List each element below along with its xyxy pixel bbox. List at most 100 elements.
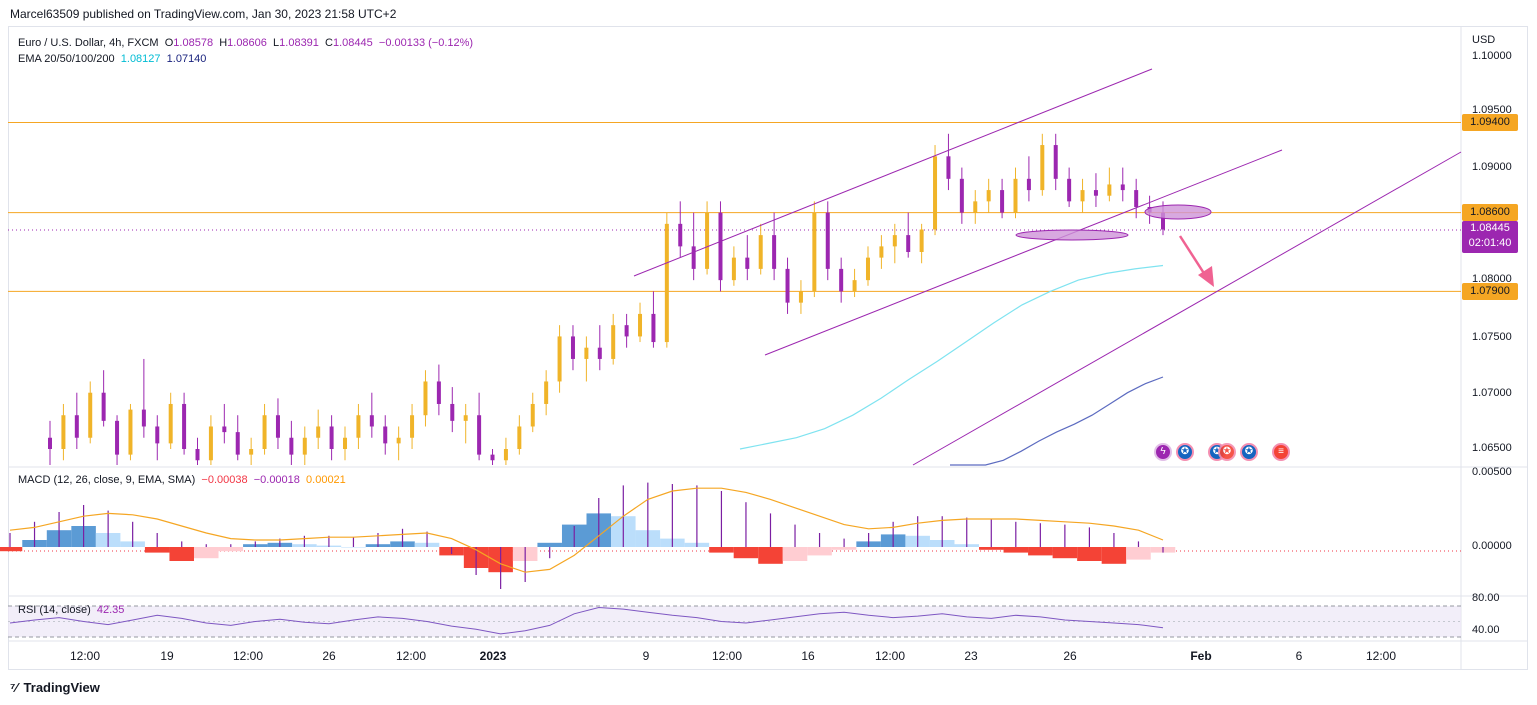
candle-body xyxy=(275,415,280,438)
candle-body xyxy=(906,235,911,252)
candle-body xyxy=(933,156,938,230)
candle-body xyxy=(436,381,441,404)
candle-body xyxy=(758,235,763,269)
rsi-tick: 40.00 xyxy=(1472,624,1500,636)
macd-histogram-bar xyxy=(193,547,219,559)
currency-label: USD xyxy=(1472,34,1496,46)
rsi-legend: RSI (14, close) 42.35 xyxy=(18,604,124,616)
candle-body xyxy=(316,426,321,438)
candle-body xyxy=(249,449,254,455)
rsi-line xyxy=(9,606,1164,635)
publisher-header: Marcel63509 published on TradingView.com… xyxy=(10,7,397,21)
ema-slow-line xyxy=(950,376,1164,466)
candle-body xyxy=(691,246,696,269)
candle-body xyxy=(651,313,656,343)
candle-body xyxy=(678,223,683,247)
candle-body xyxy=(705,212,710,269)
time-tick: 16 xyxy=(801,649,815,663)
candle-body xyxy=(544,381,549,404)
candle-body xyxy=(570,336,575,359)
time-tick: 12:00 xyxy=(395,649,427,663)
candle-body xyxy=(1093,190,1098,196)
us-flag-icon[interactable]: ✪ xyxy=(1218,443,1236,461)
macd-histogram-bar xyxy=(144,547,170,553)
candle-body xyxy=(490,454,495,461)
macd-value-3: 0.00021 xyxy=(306,474,346,486)
price-tick: 1.10000 xyxy=(1472,50,1512,62)
time-tick: 19 xyxy=(160,649,174,663)
macd-value-1: −0.00038 xyxy=(201,474,248,486)
macd-legend: MACD (12, 26, close, 9, EMA, SMA) −0.000… xyxy=(18,474,346,486)
time-tick: 26 xyxy=(1063,649,1077,663)
candle-body xyxy=(825,212,830,269)
rsi-label: RSI (14, close) xyxy=(18,604,91,616)
macd-histogram-bar xyxy=(1077,547,1102,561)
time-tick: 23 xyxy=(964,649,978,663)
candle-body xyxy=(557,336,562,382)
candle-body xyxy=(1026,178,1031,191)
time-tick: 12:00 xyxy=(232,649,264,663)
event-flash-icon[interactable]: ϟ xyxy=(1154,443,1172,461)
highlight-ellipse-2 xyxy=(1144,204,1212,220)
time-tick: 12:00 xyxy=(1365,649,1397,663)
eu-flag-icon[interactable]: ✪ xyxy=(1240,443,1258,461)
candle-body xyxy=(919,229,924,252)
macd-histogram-bar xyxy=(537,542,562,547)
candle-body xyxy=(745,257,750,269)
time-tick: 12:00 xyxy=(711,649,743,663)
low-label: L xyxy=(273,37,280,49)
time-tick: 12:00 xyxy=(874,649,906,663)
candle-body xyxy=(1134,190,1139,207)
macd-label: MACD (12, 26, close, 9, EMA, SMA) xyxy=(18,474,196,486)
macd-tick: 0.00000 xyxy=(1472,540,1512,552)
price-tick: 1.09000 xyxy=(1472,161,1512,173)
candle-body xyxy=(879,246,884,258)
candle-body xyxy=(812,212,817,292)
candle-body xyxy=(477,415,482,455)
eu-flag-icon[interactable]: ✪ xyxy=(1176,443,1194,461)
candle-body xyxy=(1013,178,1018,213)
current-price-label: 1.08445 02:01:40 xyxy=(1462,221,1518,253)
candle-body xyxy=(1161,212,1165,230)
candle-body xyxy=(208,426,213,461)
low-value: 1.08391 xyxy=(279,37,319,49)
chart-frame xyxy=(8,26,1528,670)
candle-body xyxy=(1000,190,1005,213)
candle-body xyxy=(128,409,133,455)
candle-body xyxy=(1053,145,1058,179)
candle-body xyxy=(986,190,991,202)
candle-body xyxy=(396,437,401,444)
high-label: H xyxy=(219,37,228,49)
candle-body xyxy=(798,291,803,303)
candle-body xyxy=(356,415,361,438)
level-price-label-1: 1.09400 xyxy=(1462,114,1518,131)
candle-body xyxy=(530,403,535,427)
ema-legend-row: EMA 20/50/100/200 1.08127 1.07140 xyxy=(18,51,473,67)
candle-body xyxy=(624,325,629,337)
us-flag-icon[interactable]: ≡ xyxy=(1272,443,1290,461)
macd-histogram-bar xyxy=(1126,547,1151,560)
highlight-ellipse-1 xyxy=(1015,229,1129,241)
candle-body xyxy=(423,381,428,416)
candle-body xyxy=(289,437,294,455)
time-tick: 12:00 xyxy=(69,649,101,663)
macd-histogram-bar xyxy=(1003,547,1029,553)
candle-body xyxy=(959,178,964,213)
candle-body xyxy=(463,415,468,421)
candle-body xyxy=(410,415,415,438)
candle-body xyxy=(262,415,267,449)
candle-body xyxy=(1067,178,1072,202)
candle-body xyxy=(343,437,348,449)
price-tick: 1.09500 xyxy=(1472,104,1512,116)
candle-body xyxy=(383,426,388,444)
macd-value-2: −0.00018 xyxy=(253,474,300,486)
candle-body xyxy=(88,392,93,438)
countdown-value: 02:01:40 xyxy=(1468,237,1512,249)
macd-histogram-bar xyxy=(169,547,194,561)
level-price-label-2: 1.08600 xyxy=(1462,204,1518,221)
macd-histogram-bar xyxy=(979,547,1004,550)
macd-signal-line xyxy=(9,487,1164,573)
price-tick: 1.07000 xyxy=(1472,387,1512,399)
macd-histogram-bar xyxy=(1028,547,1053,556)
